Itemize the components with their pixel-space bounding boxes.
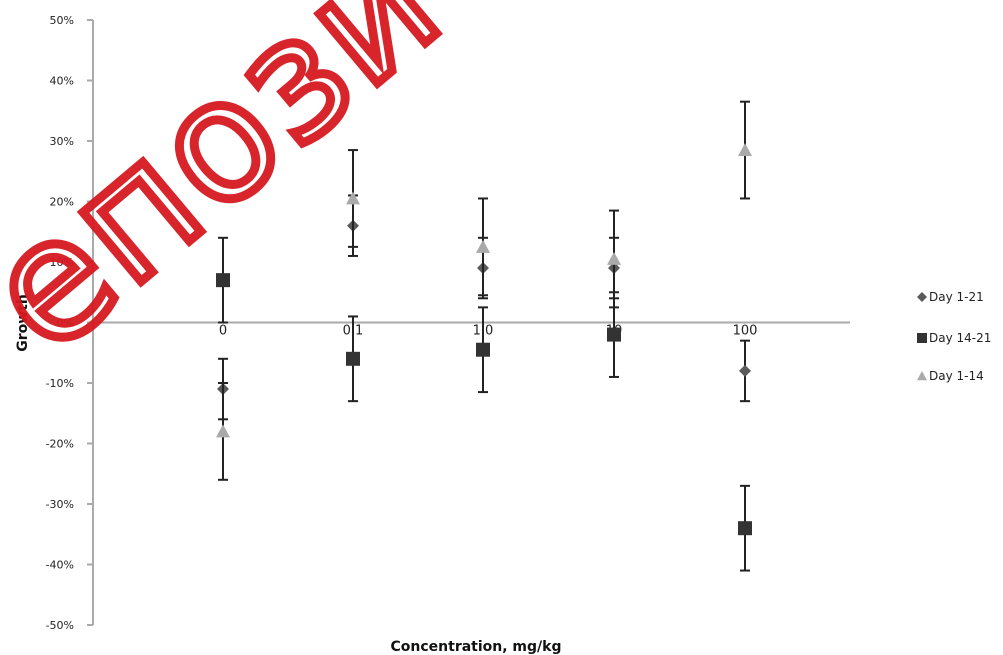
data-point: [738, 143, 752, 157]
data-point: [739, 364, 751, 377]
data-point: [607, 327, 621, 342]
legend-item: Day 1-14: [917, 369, 984, 383]
legend-item: Day 1-21: [917, 290, 984, 304]
plot-area: [216, 100, 752, 572]
legend-marker: [917, 333, 927, 343]
legend-marker: [917, 292, 927, 302]
x-tick-label: 0: [219, 324, 227, 339]
legend-label: Day 1-21: [929, 290, 984, 304]
y-tick-label: 0%: [57, 317, 74, 330]
y-tick-label: 30%: [50, 135, 74, 148]
x-axis-title: Concentration, mg/kg: [391, 639, 562, 655]
data-point: [216, 424, 230, 438]
y-tick-label: -40%: [46, 559, 74, 572]
x-tick-label: 100: [733, 324, 758, 339]
watermark: епози: [0, 0, 476, 389]
y-tick-label: -10%: [46, 377, 74, 390]
y-tick-label: 40%: [50, 75, 74, 88]
data-point: [346, 191, 360, 205]
data-point: [738, 521, 752, 536]
legend-marker: [917, 371, 927, 381]
y-axis-title: Growth: [15, 294, 31, 352]
y-tick-label: 20%: [50, 196, 74, 209]
y-ticks: 50% 40% 30% 20% 10% 0% -10% -20% -30% -40% -50%: [46, 14, 93, 632]
data-point: [607, 251, 621, 265]
y-tick-label: -20%: [46, 438, 74, 451]
series-3: [216, 100, 752, 481]
y-tick-label: 10%: [50, 256, 74, 269]
legend-label: Day 1-14: [929, 369, 984, 383]
legend-item: Day 14-21: [917, 331, 991, 345]
data-point: [346, 351, 360, 366]
legend-label: Day 14-21: [929, 331, 991, 345]
x-axis: 00.11.010100: [93, 321, 850, 339]
data-point: [216, 273, 230, 288]
legend: Day 1-21 Day 14-21 Day 1-14: [917, 290, 991, 383]
y-tick-label: -30%: [46, 498, 74, 511]
y-tick-label: 50%: [50, 14, 74, 27]
data-point: [476, 342, 490, 357]
y-tick-label: -50%: [46, 619, 74, 632]
x-ticks: 00.11.010100: [219, 324, 758, 339]
y-axis: 50% 40% 30% 20% 10% 0% -10% -20% -30% -40% -50%: [46, 14, 94, 632]
data-point: [476, 239, 490, 253]
